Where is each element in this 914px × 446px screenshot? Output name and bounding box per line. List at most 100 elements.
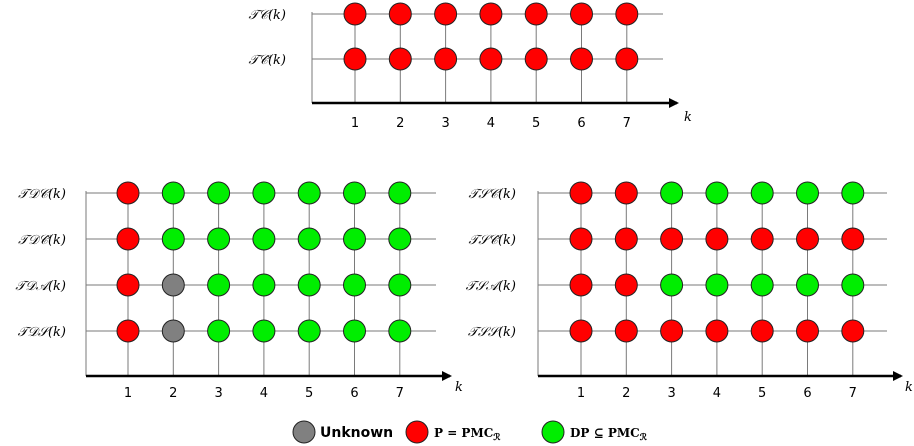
state-dot-p [614,319,638,343]
legend-dp-marker [541,420,565,444]
state-dot-p [116,273,140,297]
state-dot-p [614,181,638,205]
tick-label: 5 [532,116,540,131]
state-dot-p [705,227,729,251]
tick-label: 6 [350,386,358,401]
state-dot-p [434,47,458,71]
legend-p-text: P = PMC [434,426,493,440]
state-dot-p [569,181,593,205]
tick-label: 4 [487,116,495,131]
state-dot-p [569,227,593,251]
state-dot-p [434,2,458,26]
axis-label-k: k [684,110,692,125]
row-label: 𝒯𝒟𝒮(k) [18,325,66,340]
legend-dp-label: DP ⊆ PMCℛ [570,426,648,443]
state-dot-dp [796,181,819,205]
row-label: 𝒯𝒞̂(k) [249,53,286,68]
row-label: 𝒯𝒮𝒞(k) [468,187,516,202]
legend-dp-text: DP ⊆ PMC [570,426,640,440]
legend-dp-subscript: ℛ [640,432,648,443]
state-dot-dp [660,273,684,297]
legend-p-marker [405,420,429,444]
state-dot-dp [297,181,321,205]
axis-label-k: k [905,380,913,395]
state-dot-p [796,227,819,251]
state-dot-dp [343,273,366,297]
state-dot-p [570,2,593,26]
state-dot-p [388,47,412,71]
state-dot-dp [343,319,366,343]
row-label: 𝒯𝒮𝒮(k) [468,325,516,340]
state-dot-p [615,47,639,71]
state-dot-p [614,227,638,251]
state-dot-dp [343,227,366,251]
tick-label: 2 [622,386,630,401]
state-dot-p [343,2,367,26]
state-dot-p [614,273,638,297]
state-dot-dp [252,181,276,205]
tick-label: 1 [577,386,585,401]
state-dot-p [570,47,593,71]
state-dot-p [750,319,774,343]
legend-unknown-label: Unknown [320,425,393,441]
state-dot-p [343,47,367,71]
state-dot-p [750,227,774,251]
axis-label-k: k [455,380,463,395]
state-dot-p [660,319,684,343]
tick-label: 5 [758,386,766,401]
state-dot-p [524,47,548,71]
state-dot-dp [207,181,231,205]
tick-label: 2 [396,116,404,131]
tick-label: 4 [260,386,268,401]
row-label: 𝒯𝒮𝒞̂(k) [468,233,516,248]
state-dot-dp [297,273,321,297]
state-dot-dp [343,181,366,205]
row-label: 𝒯𝒟𝒜(k) [15,279,66,294]
state-dot-dp [207,227,231,251]
state-dot-dp [252,273,276,297]
state-dot-unknown [161,273,185,297]
state-dot-dp [796,273,819,297]
row-label: 𝒯𝒞(k) [249,8,286,23]
state-dot-dp [252,319,276,343]
tick-label: 5 [305,386,313,401]
panel-tc: 𝒯𝒞(k) 𝒯𝒞̂(k) 1 2 3 4 5 6 7 k [249,2,692,131]
state-dot-dp [388,319,412,343]
tick-label: 7 [623,116,631,131]
state-dot-dp [388,181,412,205]
state-dot-dp [705,273,729,297]
tick-label: 7 [396,386,404,401]
legend: Unknown P = PMCℛ DP ⊆ PMCℛ [292,420,648,444]
legend-p-subscript: ℛ [493,432,501,443]
panel-ts: 𝒯𝒮𝒞(k) 𝒯𝒮𝒞̂(k) 𝒯𝒮𝒜(k) 𝒯𝒮𝒮(k) 1 2 3 4 5 6 7 k [466,181,913,401]
state-dot-p [116,181,140,205]
state-dot-dp [388,227,412,251]
state-dot-dp [705,181,729,205]
state-dot-p [116,319,140,343]
state-dot-p [569,273,593,297]
row-label: 𝒯𝒟𝒞(k) [18,187,66,202]
tick-label: 1 [351,116,359,131]
tick-label: 6 [577,116,585,131]
state-dot-p [116,227,140,251]
state-dot-dp [252,227,276,251]
tick-label: 2 [169,386,177,401]
state-dot-dp [161,227,185,251]
row-label: 𝒯𝒟𝒞̂(k) [18,233,66,248]
state-dot-p [479,47,503,71]
state-dot-dp [841,181,865,205]
tick-label: 6 [803,386,811,401]
tick-label: 7 [849,386,857,401]
state-dot-dp [161,181,185,205]
state-dot-dp [841,273,865,297]
state-dot-dp [207,273,231,297]
state-dot-unknown [161,319,185,343]
state-dot-p [841,227,865,251]
tick-label: 3 [214,386,222,401]
state-dot-dp [750,181,774,205]
tick-label: 3 [441,116,449,131]
state-dot-p [479,2,503,26]
panel-td: 𝒯𝒟𝒞(k) 𝒯𝒟𝒞̂(k) 𝒯𝒟𝒜(k) 𝒯𝒟𝒮(k) 1 2 3 4 5 6 7 k [15,181,463,401]
state-dot-p [841,319,865,343]
